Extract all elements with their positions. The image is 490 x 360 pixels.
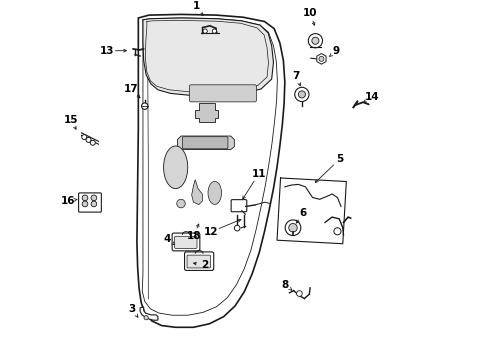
Text: 3: 3 [128, 304, 136, 314]
Text: 7: 7 [293, 71, 300, 81]
Circle shape [296, 291, 302, 296]
Text: 2: 2 [201, 260, 208, 270]
FancyBboxPatch shape [182, 137, 228, 149]
Text: 1: 1 [193, 1, 200, 11]
FancyBboxPatch shape [172, 233, 200, 251]
FancyBboxPatch shape [187, 255, 211, 268]
Polygon shape [177, 136, 234, 149]
Text: 16: 16 [61, 196, 75, 206]
Polygon shape [195, 103, 219, 122]
Text: 13: 13 [100, 46, 114, 56]
Text: 15: 15 [64, 114, 78, 125]
Circle shape [308, 33, 322, 48]
Text: 14: 14 [365, 92, 380, 102]
Circle shape [334, 228, 341, 235]
Polygon shape [137, 14, 285, 327]
Polygon shape [192, 180, 202, 204]
FancyBboxPatch shape [185, 252, 214, 270]
Ellipse shape [208, 181, 221, 204]
Circle shape [82, 135, 87, 140]
FancyBboxPatch shape [78, 193, 101, 212]
Circle shape [82, 195, 88, 201]
Circle shape [312, 37, 319, 44]
Text: 5: 5 [336, 154, 343, 164]
Text: 10: 10 [302, 8, 317, 18]
FancyBboxPatch shape [190, 85, 256, 102]
Circle shape [177, 199, 185, 208]
Polygon shape [143, 18, 273, 95]
Text: 9: 9 [333, 45, 340, 55]
Text: 12: 12 [204, 227, 219, 237]
Circle shape [319, 57, 324, 61]
Circle shape [142, 103, 148, 109]
Text: 18: 18 [186, 231, 201, 241]
Circle shape [90, 140, 96, 145]
Circle shape [91, 195, 97, 201]
Text: 6: 6 [300, 208, 307, 218]
Circle shape [295, 87, 309, 102]
Circle shape [91, 201, 97, 207]
Circle shape [144, 316, 148, 320]
Polygon shape [140, 307, 158, 320]
FancyBboxPatch shape [231, 200, 247, 212]
Circle shape [234, 225, 240, 231]
Circle shape [289, 224, 297, 232]
Circle shape [285, 220, 301, 235]
Text: 17: 17 [124, 84, 139, 94]
Circle shape [298, 91, 305, 98]
Circle shape [82, 201, 88, 207]
Text: 11: 11 [251, 169, 266, 179]
Text: 8: 8 [281, 280, 289, 290]
Circle shape [203, 29, 207, 33]
Circle shape [212, 29, 217, 33]
FancyBboxPatch shape [174, 236, 197, 248]
Text: 4: 4 [164, 234, 171, 244]
Circle shape [86, 138, 91, 143]
Ellipse shape [164, 146, 188, 189]
